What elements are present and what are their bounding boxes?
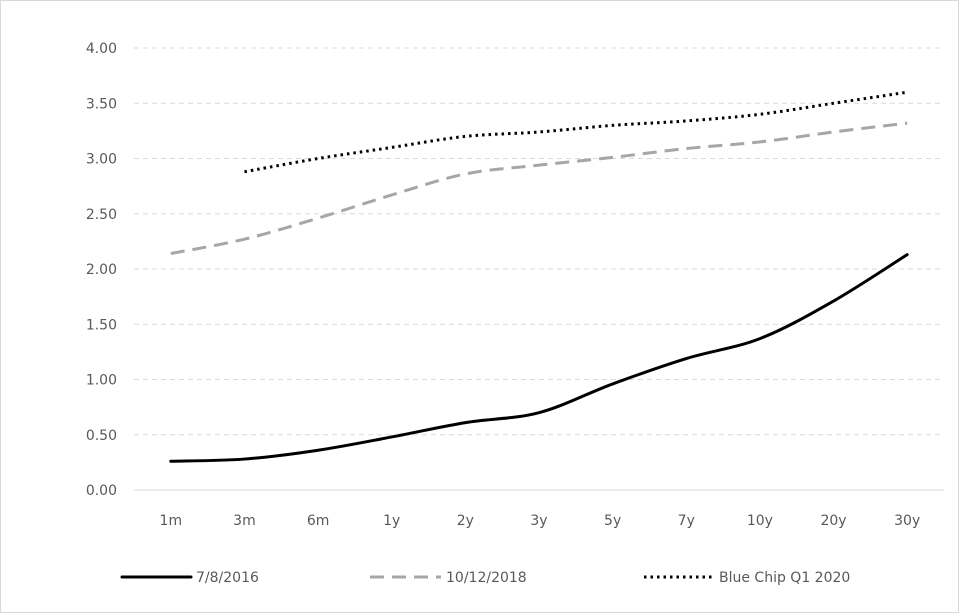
y-tick-label: 0.50 — [86, 428, 117, 444]
x-tick-label: 3y — [530, 513, 547, 529]
x-tick-label: 7y — [678, 513, 695, 529]
y-tick-label: 2.00 — [86, 262, 117, 278]
legend-label-2: 10/12/2018 — [446, 570, 527, 586]
y-tick-label: 1.00 — [86, 373, 117, 389]
y-tick-label: 0.00 — [86, 483, 117, 499]
x-tick-label: 6m — [307, 513, 330, 529]
legend: 7/8/2016 10/12/2018 Blue Chip Q1 2020 — [120, 570, 850, 586]
series-line-1 — [169, 253, 909, 463]
legend-label-3: Blue Chip Q1 2020 — [719, 570, 850, 586]
y-tick-label: 1.50 — [86, 317, 117, 333]
x-tick-label: 1y — [383, 513, 400, 529]
y-tick-label: 3.50 — [86, 96, 117, 112]
series-lines — [169, 90, 909, 463]
y-tick-label: 2.50 — [86, 207, 117, 223]
x-tick-label: 5y — [604, 513, 621, 529]
x-tick-label: 3m — [233, 513, 256, 529]
y-tick-label: 3.00 — [86, 152, 117, 168]
x-tick-label: 10y — [747, 513, 773, 529]
series-line-3 — [244, 90, 908, 174]
gridlines — [134, 47, 944, 436]
axes: 0.00 0.50 1.00 1.50 2.00 2.50 3.00 3.50 4.00 1m 3m… — [86, 41, 944, 529]
x-tick-label: 30y — [894, 513, 920, 529]
x-tick-label: 20y — [820, 513, 846, 529]
legend-label-1: 7/8/2016 — [196, 570, 259, 586]
x-tick-label: 2y — [457, 513, 474, 529]
series-line-2 — [170, 121, 908, 256]
x-tick-label: 1m — [160, 513, 183, 529]
y-tick-label: 4.00 — [86, 41, 117, 57]
